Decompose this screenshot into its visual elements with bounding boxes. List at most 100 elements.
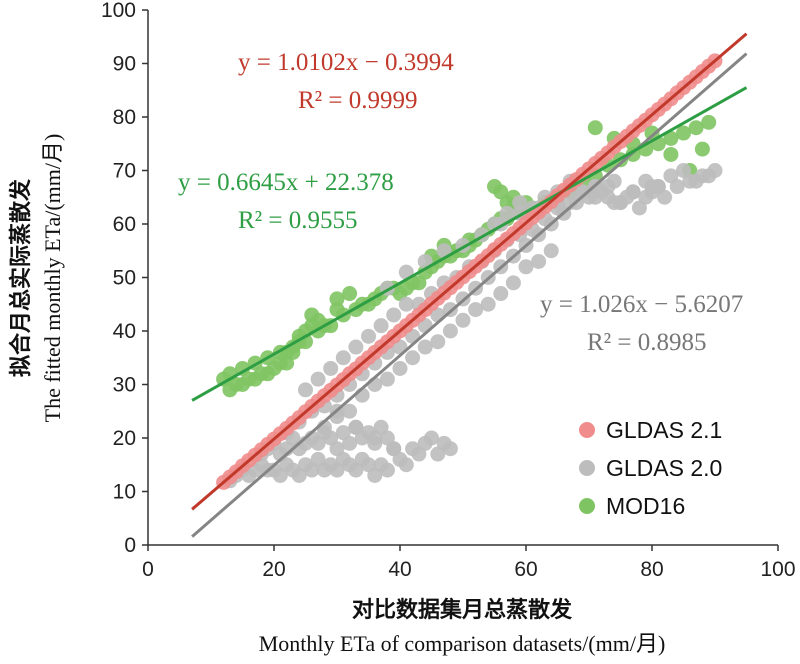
data-point (260, 366, 276, 382)
data-point (676, 163, 691, 178)
data-point (663, 146, 679, 162)
x-axis-label-cn: 对比数据集月总蒸散发 (352, 597, 573, 623)
y-axis-ticks: 0 10 20 30 40 50 60 70 80 90 100 (101, 0, 148, 557)
x-axis-label-en: Monthly ETa of comparison datasets/(mm/月… (259, 631, 666, 656)
data-point (663, 168, 679, 184)
data-point (379, 371, 395, 387)
data-point (386, 441, 402, 457)
data-point (468, 302, 484, 318)
data-point (480, 296, 496, 312)
data-point (361, 328, 376, 344)
y-tick-label: 0 (124, 534, 136, 557)
mod16-equation: y = 0.6645x + 22.378 (178, 169, 394, 196)
y-tick-label: 10 (113, 481, 136, 504)
legend: GLDAS 2.1 GLDAS 2.0 MOD16 (579, 417, 722, 519)
data-point (701, 114, 717, 130)
legend-marker-gldas21 (579, 422, 595, 438)
data-point (405, 350, 421, 366)
y-tick-label: 50 (113, 267, 136, 290)
data-point (688, 173, 704, 189)
x-tick-label: 100 (760, 558, 795, 581)
data-point (505, 275, 521, 291)
data-point (342, 286, 358, 302)
data-point (694, 141, 710, 157)
x-tick-label: 20 (262, 558, 285, 581)
data-point (442, 323, 458, 339)
data-point (379, 462, 395, 478)
data-point (342, 403, 358, 419)
gldas21-equation: y = 1.0102x − 0.3994 (238, 49, 454, 76)
data-point (663, 130, 679, 146)
series-points-gldas-2-0 (222, 163, 723, 489)
fit-lines (191, 32, 748, 538)
data-point (587, 189, 603, 205)
data-point (323, 360, 339, 376)
data-point (455, 312, 471, 328)
legend-label-mod16: MOD16 (606, 493, 685, 519)
x-tick-label: 0 (142, 558, 154, 581)
data-point (543, 243, 559, 259)
data-point (367, 430, 383, 446)
y-tick-label: 40 (113, 320, 136, 343)
data-point (587, 120, 603, 136)
data-point (606, 173, 622, 189)
data-point (625, 184, 641, 200)
data-point (247, 371, 263, 387)
data-point (329, 302, 345, 318)
data-point (310, 371, 326, 387)
data-point (304, 307, 320, 323)
data-point (329, 291, 345, 307)
gldas20-equation: y = 1.026x − 5.6207 (540, 291, 743, 318)
data-point (398, 457, 414, 473)
data-point (644, 179, 660, 195)
data-point (373, 318, 389, 334)
legend-marker-mod16 (579, 498, 595, 514)
data-point (531, 253, 547, 269)
y-tick-label: 60 (113, 213, 136, 236)
legend-label-gldas20: GLDAS 2.0 (606, 455, 722, 481)
data-point (493, 286, 509, 302)
y-tick-label: 90 (113, 53, 136, 76)
x-axis-ticks: 0 20 40 60 80 100 (142, 545, 796, 581)
data-point (424, 430, 439, 446)
x-tick-label: 40 (388, 558, 411, 581)
mod16-r2: R² = 0.9555 (238, 207, 358, 234)
data-point (348, 339, 364, 355)
data-point (386, 307, 402, 323)
data-point (644, 125, 660, 141)
data-point (512, 195, 528, 211)
y-tick-label: 80 (113, 106, 136, 129)
y-tick-label: 20 (113, 427, 136, 450)
x-tick-label: 80 (640, 558, 663, 581)
data-point (430, 334, 446, 350)
fit-line-gldas-2-0 (191, 52, 748, 538)
data-point (335, 350, 351, 366)
data-point (342, 435, 358, 451)
y-tick-label: 70 (113, 160, 136, 183)
y-axis-label-en: The fitted monthly ETa/(mm/月) (40, 134, 65, 423)
data-point (348, 419, 364, 435)
data-point (298, 382, 313, 398)
axes: 0 20 40 60 80 100 0 10 20 30 40 50 60 70 80 90 100 (101, 0, 796, 581)
y-tick-label: 100 (101, 0, 136, 22)
fit-line-gldas-2-1 (191, 32, 748, 511)
data-point (600, 189, 616, 205)
y-tick-label: 30 (113, 374, 136, 397)
data-point (329, 441, 345, 457)
data-point (613, 195, 628, 211)
gldas21-r2: R² = 0.9999 (298, 87, 418, 114)
data-point (701, 168, 717, 184)
data-point (398, 296, 414, 312)
data-point (392, 360, 408, 376)
legend-marker-gldas20 (579, 460, 595, 476)
data-point (518, 259, 534, 275)
equations: y = 1.0102x − 0.3994 R² = 0.9999 y = 0.6… (178, 49, 743, 356)
gldas20-r2: R² = 0.8985 (587, 329, 707, 356)
data-point (417, 339, 433, 355)
data-point (235, 377, 250, 392)
legend-label-gldas21: GLDAS 2.1 (606, 417, 722, 443)
data-point (442, 441, 458, 457)
data-point (676, 125, 691, 141)
x-tick-label: 60 (514, 558, 537, 581)
